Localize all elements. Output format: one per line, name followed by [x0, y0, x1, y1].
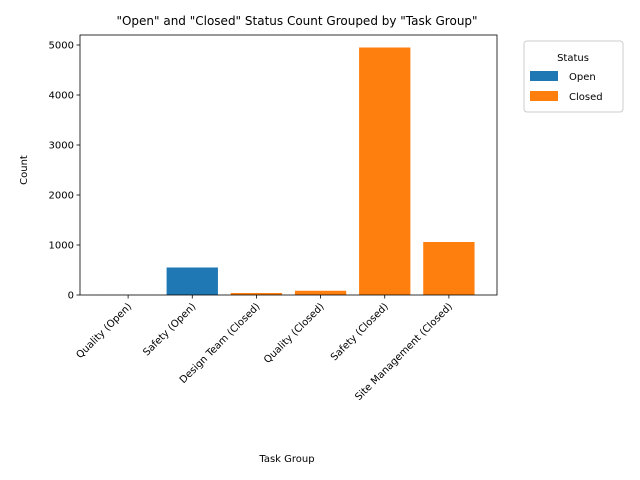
y-tick-label-1: 1000	[49, 241, 74, 252]
x-tick-label-0: Quality (Open)	[75, 301, 135, 361]
bars-layer	[102, 47, 475, 295]
bar-closed-2	[230, 293, 283, 295]
x-tick-label-1: Safety (Open)	[141, 301, 198, 358]
y-tick-label-4: 4000	[49, 91, 74, 102]
legend: Status Open Closed	[523, 40, 624, 113]
chart-title: "Open" and "Closed" Status Count Grouped…	[116, 14, 477, 28]
x-tick-label-4: Safety (Closed)	[329, 301, 391, 363]
y-axis-label: Count	[19, 155, 30, 185]
x-axis-label: Task Group	[258, 454, 314, 465]
legend-label-closed: Closed	[569, 92, 603, 103]
legend-swatch-open	[530, 71, 558, 81]
y-tick-label-0: 0	[68, 291, 74, 302]
legend-swatch-closed	[530, 91, 558, 101]
bar-open-1	[166, 267, 218, 295]
bar-closed-4	[359, 47, 411, 295]
bar-closed-3	[294, 290, 347, 295]
bar-closed-5	[423, 242, 475, 295]
legend-items: Open Closed	[530, 71, 603, 103]
y-tick-label-2: 2000	[49, 191, 74, 202]
legend-label-open: Open	[569, 72, 596, 83]
x-tick-label-3: Quality (Closed)	[262, 301, 327, 366]
legend-title: Status	[557, 53, 589, 64]
y-tick-label-3: 3000	[49, 141, 74, 152]
y-tick-label-5: 5000	[49, 41, 74, 52]
plot-frame	[79, 34, 498, 296]
